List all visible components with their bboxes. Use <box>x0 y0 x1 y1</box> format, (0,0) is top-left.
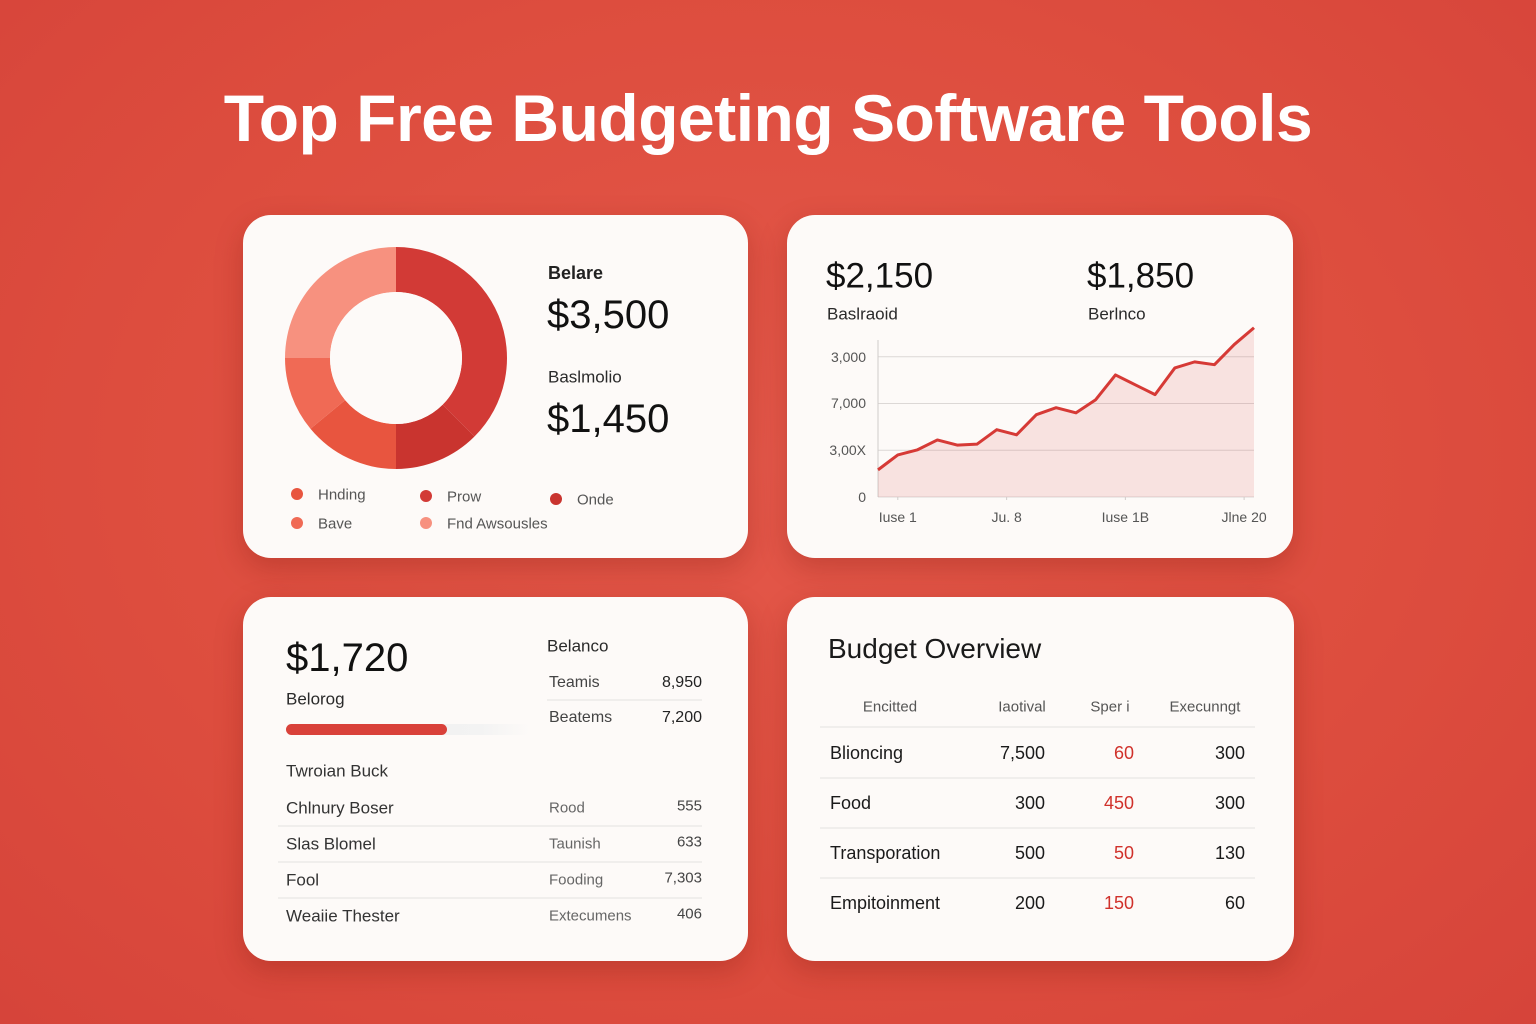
row-category: Rood <box>549 799 585 817</box>
stat-value: $3,500 <box>547 293 670 337</box>
table-cell: 50 <box>1113 843 1134 863</box>
table-cell: 300 <box>1214 793 1245 813</box>
legend-label: Hnding <box>318 486 366 504</box>
row-value: 7,303 <box>664 869 702 887</box>
stat-value: $1,850 <box>1087 256 1195 296</box>
table-cell: 450 <box>1103 793 1134 813</box>
x-tick-label: Iuse 1 <box>878 509 917 525</box>
table-cell: 300 <box>1214 743 1245 763</box>
side-value: 8,950 <box>661 674 702 691</box>
table-cell: 60 <box>1224 893 1245 913</box>
table-cell: 130 <box>1214 843 1245 863</box>
stat-label: Belorog <box>286 689 345 709</box>
row-name: Weaiie Thester <box>286 906 400 926</box>
row-label: Transporation <box>830 843 941 863</box>
legend-label: Onde <box>577 491 614 509</box>
row-name: Fool <box>286 870 320 890</box>
stat-label: Baslraoid <box>827 304 898 324</box>
x-tick-label: Jlne 20 <box>1221 509 1267 525</box>
legend-label: Fnd Awsousles <box>447 515 548 533</box>
table-cell: 300 <box>1014 793 1045 813</box>
row-name: Slas Blomel <box>286 834 376 854</box>
y-tick-label: 7,000 <box>830 395 866 412</box>
row-value: 633 <box>676 833 702 851</box>
row-category: Taunish <box>549 835 601 853</box>
table-title: Budget Overview <box>828 633 1042 664</box>
progress-fill <box>286 724 447 735</box>
y-tick-label: 3,00X <box>829 442 866 459</box>
side-label: Teamis <box>549 674 600 691</box>
row-label: Blioncing <box>830 743 904 763</box>
card <box>787 597 1294 961</box>
side-value: 7,200 <box>661 709 702 726</box>
stat-value: $1,450 <box>547 397 670 441</box>
legend-label: Bave <box>318 515 353 533</box>
column-header: Encitted <box>862 698 918 716</box>
row-value: 555 <box>676 797 702 815</box>
legend-label: Prow <box>447 488 482 506</box>
column-header: Iaotival <box>998 698 1046 716</box>
y-tick-label: 3,000 <box>830 348 866 365</box>
row-category: Extecumens <box>549 907 632 925</box>
table-cell: 150 <box>1103 893 1134 913</box>
stat-label: Baslmolio <box>548 367 622 387</box>
stat-value: $2,150 <box>826 256 934 296</box>
stat-label: Berlnco <box>1088 304 1146 324</box>
stat-value: $1,720 <box>286 636 409 680</box>
page-title: Top Free Budgeting Software Tools <box>223 81 1313 155</box>
card <box>243 215 748 558</box>
row-name: Chlnury Boser <box>286 798 394 818</box>
side-label: Beatems <box>549 709 613 726</box>
row-label: Empitoinment <box>830 893 941 913</box>
x-tick-label: Ju. 8 <box>991 509 1022 525</box>
table-cell: 500 <box>1014 843 1045 863</box>
side-title: Belanco <box>547 636 609 656</box>
row-value: 406 <box>676 905 702 923</box>
row-category: Fooding <box>549 871 604 889</box>
stat-label: Belare <box>548 263 604 283</box>
card <box>243 597 748 961</box>
list-header: Twroian Buck <box>286 761 389 781</box>
y-tick-label: 0 <box>858 489 866 505</box>
row-label: Food <box>830 793 872 813</box>
column-header: Sper i <box>1090 698 1130 716</box>
table-cell: 60 <box>1113 743 1134 763</box>
x-tick-label: Iuse 1B <box>1101 509 1150 525</box>
table-cell: 7,500 <box>999 743 1045 763</box>
column-header: Execunngt <box>1169 698 1241 716</box>
table-cell: 200 <box>1014 893 1045 913</box>
